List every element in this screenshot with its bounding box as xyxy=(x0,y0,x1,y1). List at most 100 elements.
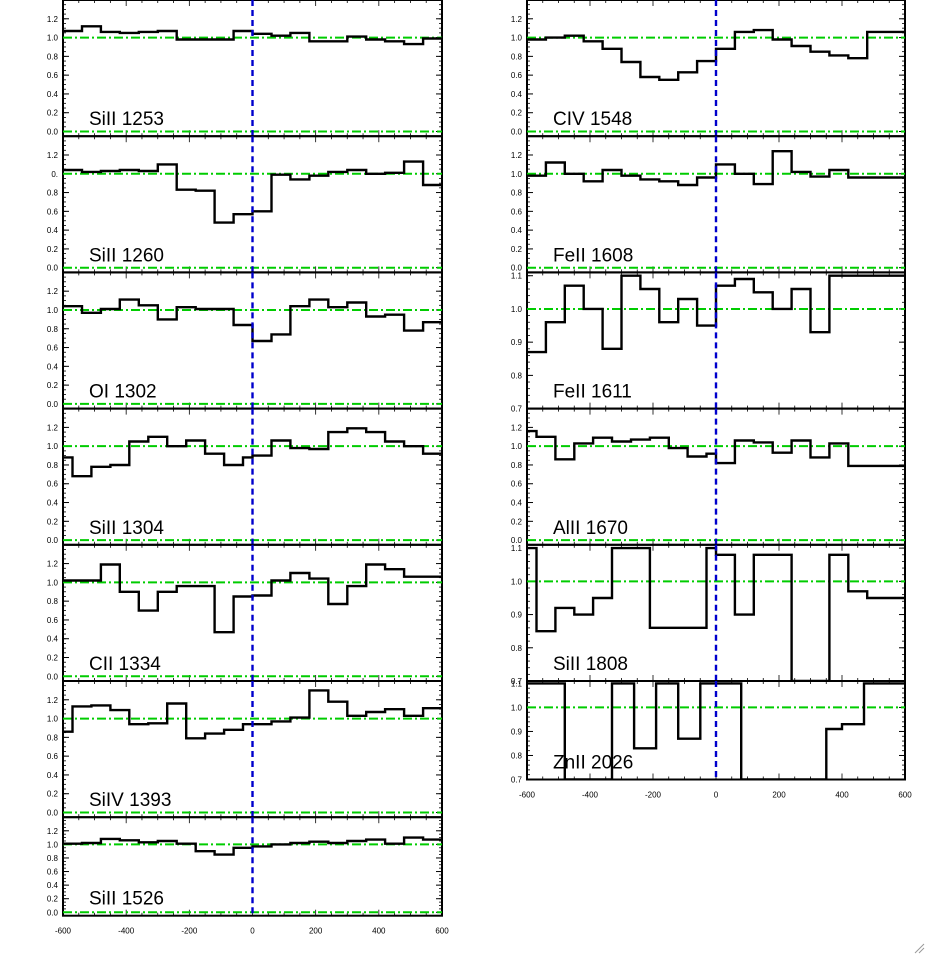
y-tick-label: 0.6 xyxy=(47,344,59,353)
ion-label: SiII 1260 xyxy=(89,245,164,266)
spectrum-line xyxy=(63,160,442,224)
y-tick-label: 1.0 xyxy=(47,578,59,587)
y-tick-label: 0.4 xyxy=(511,90,523,99)
x-tick-label: 0 xyxy=(714,791,719,800)
y-tick-label: 0.2 xyxy=(47,109,59,118)
ion-label: CIV 1548 xyxy=(553,109,632,130)
panel-siiv-1393: 0.0 0.2 0.4 0.6 0.8 1.0 1.2 SiIV 1393 xyxy=(47,680,443,819)
ion-label: AlII 1670 xyxy=(553,518,628,539)
ion-label: SiII 1526 xyxy=(89,889,164,910)
spectrum-line xyxy=(527,274,905,354)
y-tick-label: 0.4 xyxy=(511,499,523,508)
spectrum-line xyxy=(527,150,905,187)
ion-label: OI 1302 xyxy=(89,382,157,403)
x-tick-label: 0 xyxy=(250,927,255,936)
y-tick-label: 1.0 xyxy=(47,442,59,451)
y-tick-label: 1.2 xyxy=(47,696,59,705)
y-tick-label: 0.4 xyxy=(47,90,59,99)
panel-znii-2026: 0.7 0.8 0.9 1.0 1.1 ZnII 2026 xyxy=(511,679,906,785)
y-tick-label: 0.8 xyxy=(47,854,59,863)
panel-siii-1808: 0.7 0.8 0.9 1.0 1.1 SiII 1808 xyxy=(511,543,906,686)
y-tick-label: 0.0 xyxy=(511,264,523,273)
y-tick-label: 0.8 xyxy=(511,461,523,470)
x-tick-label: 600 xyxy=(435,927,449,936)
y-tick-label: 0.2 xyxy=(47,790,59,799)
y-tick-label: 0.2 xyxy=(47,517,59,526)
y-tick-label: 0.0 xyxy=(511,128,523,137)
y-tick-label: 0.6 xyxy=(47,868,59,877)
spectrum-line xyxy=(527,429,905,468)
ion-label: SiIV 1393 xyxy=(89,790,171,811)
panel-cii-1334: 0.0 0.2 0.4 0.6 0.8 1.0 1.2 CII 1334 xyxy=(47,543,443,682)
y-tick-label: 0.8 xyxy=(511,52,523,61)
y-tick-label: 0.8 xyxy=(47,597,59,606)
x-tick-label: -400 xyxy=(118,927,135,936)
ion-label: SiII 1304 xyxy=(89,518,164,539)
y-tick-label: 1.0 xyxy=(511,170,523,179)
y-tick-label: 0.0 xyxy=(47,908,59,917)
y-tick-label: 0.0 xyxy=(47,128,59,137)
y-tick-label: 1.1 xyxy=(511,544,523,553)
y-tick-label: 0.2 xyxy=(47,381,59,390)
spectrum-line xyxy=(63,836,442,856)
x-tick-label: -200 xyxy=(181,927,198,936)
x-tick-label: 200 xyxy=(309,927,323,936)
panel-siii-1253: 0.0 0.2 0.4 0.6 0.8 1.0 1.2 SiII 1253 xyxy=(47,0,443,138)
y-tick-label: 1.0 xyxy=(47,715,59,724)
ion-label: FeII 1608 xyxy=(553,245,633,266)
y-tick-label: 0.2 xyxy=(511,517,523,526)
x-tick-label: -400 xyxy=(582,791,599,800)
y-tick-label: 0.0 xyxy=(47,264,59,273)
panel-feii-1608: 0.0 0.2 0.4 0.6 0.8 1.0 1.2 FeII 1608 xyxy=(511,135,906,274)
y-tick-label: 0.0 xyxy=(47,400,59,409)
y-tick-label: 0.2 xyxy=(511,245,523,254)
resize-grip-icon[interactable] xyxy=(913,941,925,954)
panel-siii-1526: 0.0 0.2 0.4 0.6 0.8 1.0 1.2 SiII 1526 xyxy=(47,816,443,917)
y-tick-label: 0.8 xyxy=(47,461,59,470)
y-tick-label: 1.2 xyxy=(47,15,59,24)
panel-alii-1670: 0.0 0.2 0.4 0.6 0.8 1.0 1.2 AlII 1670 xyxy=(511,407,906,546)
y-tick-label: 1.0 xyxy=(511,305,523,314)
y-tick-label: 0.9 xyxy=(511,727,523,736)
y-tick-label: 0.4 xyxy=(511,226,523,235)
y-tick-label: 0.6 xyxy=(47,480,59,489)
panel-oi-1302: 0.0 0.2 0.4 0.6 0.8 1.0 1.2 OI 1302 xyxy=(47,271,443,410)
spectrum-line xyxy=(63,689,442,740)
x-tick-label: 200 xyxy=(772,791,786,800)
y-tick-label: 0.2 xyxy=(511,109,523,118)
y-tick-label: 0.4 xyxy=(47,881,59,890)
y-tick-label: 0.6 xyxy=(511,71,523,80)
y-tick-label: 0.4 xyxy=(47,362,59,371)
y-tick-label: 1.2 xyxy=(47,827,59,836)
x-tick-label: 400 xyxy=(835,791,849,800)
y-tick-label: 1.1 xyxy=(511,272,523,281)
y-tick-label: 0.0 xyxy=(47,536,59,545)
y-tick-label: 0.4 xyxy=(47,499,59,508)
y-tick-label: 0.4 xyxy=(47,635,59,644)
y-tick-label: 1.2 xyxy=(511,151,523,160)
y-tick-label: 0. xyxy=(51,170,58,179)
y-tick-label: 0.6 xyxy=(47,616,59,625)
y-tick-label: 0.2 xyxy=(47,654,59,663)
y-tick-label: 0.6 xyxy=(511,480,523,489)
y-tick-label: 0.8 xyxy=(511,371,523,380)
y-tick-label: 0.7 xyxy=(511,677,523,686)
y-tick-label: 0.9 xyxy=(511,611,523,620)
y-tick-label: 0.0 xyxy=(511,536,523,545)
y-tick-label: 1.1 xyxy=(511,679,523,688)
y-tick-label: 0.8 xyxy=(511,644,523,653)
y-tick-label: 0.8 xyxy=(511,751,523,760)
y-tick-label: 1.0 xyxy=(511,703,523,712)
y-tick-label: 0.0 xyxy=(47,809,59,818)
panel-civ-1548: 0.0 0.2 0.4 0.6 0.8 1.0 1.2 CIV 1548 xyxy=(511,0,906,138)
panel-siii-1304: 0.0 0.2 0.4 0.6 0.8 1.0 1.2 SiII 1304 xyxy=(47,407,443,546)
y-tick-label: 0.2 xyxy=(47,245,59,254)
y-tick-label: 1.2 xyxy=(47,287,59,296)
ion-label: ZnII 2026 xyxy=(553,753,633,774)
y-tick-label: 0.7 xyxy=(511,776,523,785)
y-tick-label: 1.0 xyxy=(47,840,59,849)
y-tick-label: 0.8 xyxy=(47,52,59,61)
y-tick-label: 0.8 xyxy=(47,325,59,334)
